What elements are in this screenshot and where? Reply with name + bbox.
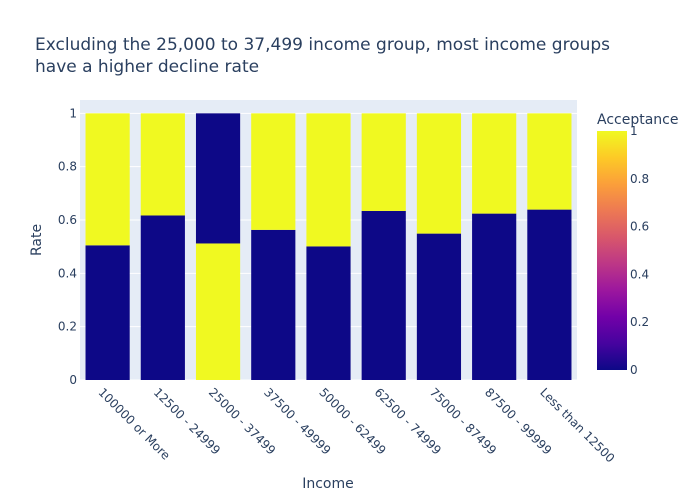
y-tick-label: 0.8	[58, 160, 77, 174]
y-tick-label: 0.2	[58, 320, 77, 334]
bar-segment	[85, 113, 130, 246]
bar-segment	[416, 233, 462, 380]
colorbar-ticks: 0 0.2 0.4 0.6 0.8 1	[630, 124, 649, 377]
chart-title-line-2: have a higher decline rate	[35, 57, 260, 77]
bar-segment	[195, 113, 241, 244]
bar-segment	[85, 245, 130, 380]
bar-segment	[140, 113, 185, 216]
x-axis-title: Income	[302, 476, 354, 492]
colorbar-tick-label: 0.2	[630, 315, 649, 329]
colorbar-scale	[597, 131, 627, 370]
colorbar-tick-label: 0.4	[630, 267, 649, 281]
bar-segment	[306, 113, 351, 247]
bars	[85, 113, 572, 380]
y-axis-ticks: 0 0.2 0.4 0.6 0.8 1	[58, 106, 77, 387]
colorbar-tick-label: 0.6	[630, 220, 649, 234]
y-tick-label: 0.4	[58, 266, 77, 280]
bar-segment	[306, 246, 351, 380]
y-tick-label: 1	[69, 106, 77, 120]
bar-segment	[472, 213, 517, 380]
bar-segment	[195, 243, 241, 380]
bar-segment	[140, 215, 185, 380]
x-tick-label: Less than 12500	[537, 385, 617, 465]
bar-segment	[251, 229, 296, 380]
bar-segment	[361, 210, 406, 380]
y-axis-title: Rate	[29, 224, 45, 256]
colorbar-title: Acceptance	[597, 112, 678, 128]
bar-segment	[472, 113, 517, 214]
y-tick-label: 0.6	[58, 213, 77, 227]
colorbar-tick-label: 1	[630, 124, 638, 138]
colorbar: Acceptance 0 0.2 0.4 0.6 0.8 1	[597, 112, 678, 377]
colorbar-tick-label: 0	[630, 363, 638, 377]
bar-segment	[416, 113, 462, 234]
chart-title: Excluding the 25,000 to 37,499 income gr…	[35, 34, 635, 78]
colorbar-tick-label: 0.8	[630, 172, 649, 186]
y-tick-label: 0	[69, 373, 77, 387]
bar-segment	[527, 209, 572, 380]
bar-segment	[527, 113, 572, 210]
bar-segment	[251, 113, 296, 230]
bar-segment	[361, 113, 406, 211]
chart-title-line-1: Excluding the 25,000 to 37,499 income gr…	[35, 35, 611, 55]
